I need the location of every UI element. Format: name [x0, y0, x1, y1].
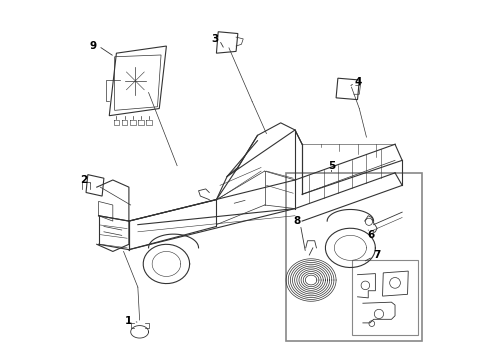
Bar — [352, 260, 418, 336]
Text: 6: 6 — [367, 230, 374, 240]
Bar — [286, 173, 422, 341]
Text: 4: 4 — [355, 77, 362, 87]
Text: 9: 9 — [90, 41, 97, 51]
Text: 5: 5 — [328, 161, 335, 171]
Text: 8: 8 — [293, 216, 300, 226]
Text: 3: 3 — [211, 34, 218, 44]
Text: 2: 2 — [80, 175, 87, 185]
Text: 7: 7 — [373, 250, 381, 260]
Text: 1: 1 — [125, 316, 132, 326]
